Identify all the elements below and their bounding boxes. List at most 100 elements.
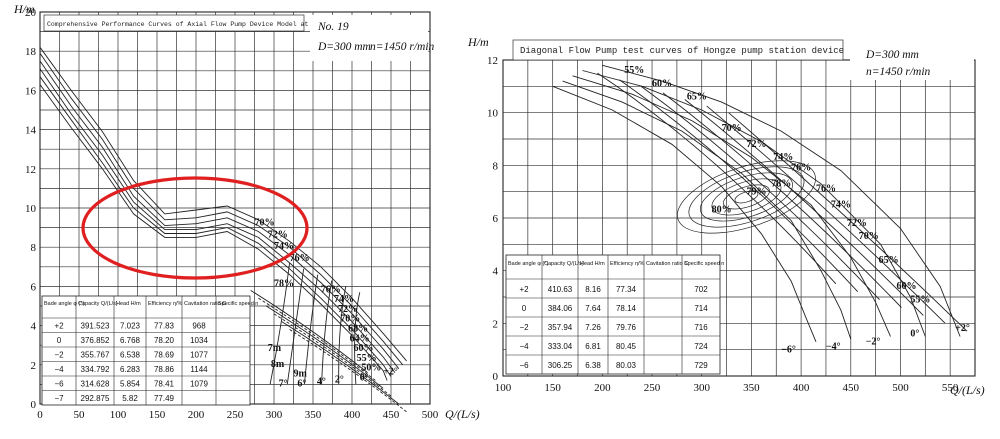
right-table-header: Bade angle φ (°) (508, 261, 548, 267)
left-head-label: 7m (268, 343, 282, 354)
left-table-cell: −2 (54, 351, 64, 360)
right-angle-label: −2° (866, 336, 881, 347)
left-y-tick-label: 8 (31, 242, 37, 254)
left-efficiency-label: 72% (268, 229, 288, 240)
left-efficiency-label: 55% (357, 353, 377, 364)
right-y-axis-label: H/m (467, 35, 489, 49)
left-angle-label: 2° (335, 374, 344, 385)
left-x-tick-label: 450 (383, 409, 400, 421)
right-series-1-line (582, 70, 926, 337)
right-table-cell: 306.25 (548, 361, 573, 370)
right-angle-label: +2° (955, 323, 970, 334)
left-table-cell: 968 (192, 322, 206, 331)
right-table-cell: −2 (519, 323, 529, 332)
left-angle-curve (354, 292, 361, 385)
right-series-2-line (572, 75, 891, 337)
right-x-tick-label: 250 (644, 382, 661, 394)
right-x-tick-label: 500 (892, 382, 909, 394)
left-lower-curve (250, 289, 368, 373)
left-efficiency-label: 76% (290, 253, 310, 264)
right-efficiency-label: 70% (859, 231, 879, 242)
left-y-tick-label: 16 (25, 85, 37, 97)
left-efficiency-label: 70% (255, 218, 275, 229)
left-table-header: Bade angle φ (°) (44, 301, 84, 307)
right-efficiency-label: 74% (773, 152, 793, 163)
left-table-header: Head H/m (116, 301, 141, 307)
left-head-label: 8m (271, 359, 285, 370)
right-efficiency-contours (597, 72, 968, 332)
right-efficiency-label: 65% (879, 255, 899, 266)
left-y-axis-label: H/m (13, 2, 35, 16)
left-table-header: Cavitation ratio C (184, 301, 226, 307)
left-table-cell: 6.768 (120, 336, 141, 345)
left-lower-curve (265, 305, 384, 389)
left-x-tick-label: 0 (37, 409, 43, 421)
right-x-tick-label: 150 (544, 382, 561, 394)
left-efficiency-label: 72% (338, 304, 358, 315)
left-x-tick-label: 400 (344, 409, 361, 421)
right-y-tick-label: 12 (487, 55, 498, 67)
left-efficiency-label: 76% (321, 284, 341, 295)
left-y-tick-label: 2 (31, 360, 37, 372)
left-angle-curve (321, 280, 333, 385)
left-angle-label: +2° (383, 367, 398, 378)
right-contour-curve (706, 105, 946, 324)
right-efficiency-label: 80% (712, 205, 732, 216)
right-table-cell: 729 (694, 361, 708, 370)
left-table-cell: 78.41 (154, 380, 175, 389)
left-y-tick-label: 10 (25, 203, 37, 215)
left-angle-curve (269, 262, 291, 385)
right-y-tick-label: 4 (493, 266, 499, 278)
left-x-tick-label: 250 (227, 409, 244, 421)
left-efficiency-labels: 70%72%74%76%78%76%74%72%70%68%64%60%55%5… (255, 218, 382, 374)
right-x-tick-label: 400 (793, 382, 810, 394)
left-chart-title: Comprehensive Performance Curves of Axia… (47, 21, 398, 28)
right-table-cell: 333.04 (548, 342, 573, 351)
left-x-tick-label: 500 (422, 409, 439, 421)
right-angle-label: −6° (781, 344, 796, 355)
left-angle-label: 6° (297, 378, 306, 389)
left-x-axis-label: Q/(L/s) (445, 407, 480, 421)
left-info-box (310, 15, 428, 61)
left-table-cell: −6 (54, 380, 64, 389)
right-angle-labels: −6° −4° −2° 0° +2° (781, 323, 970, 355)
left-y-ticks: 0 2 4 6 8 10 12 14 16 18 20 (25, 7, 37, 411)
left-table-cell: 1079 (190, 380, 208, 389)
right-contour-ellipse (677, 160, 816, 234)
left-table-cell: 391.523 (81, 322, 110, 331)
right-chart: 100 150 200 250 300 350 400 450 500 550 0 2 4 6 8 10 12… (467, 35, 985, 397)
left-table-cell: 78.69 (154, 351, 175, 360)
left-title-box (43, 14, 305, 32)
right-efficiency-labels: 55%60%65%70%72%74%76%78%79%80%76%74%72%7… (624, 65, 930, 305)
left-efficiency-label: 74% (274, 241, 294, 252)
right-table-cell: 7.64 (585, 304, 601, 313)
left-table-cell: 376.852 (81, 336, 110, 345)
right-x-ticks: 100 150 200 250 300 350 400 450 500 550 (495, 382, 959, 394)
right-efficiency-label: 76% (816, 184, 836, 195)
right-table-cell: 714 (694, 304, 708, 313)
left-y-tick-label: 4 (31, 321, 37, 333)
left-table-cell: 6.538 (120, 351, 141, 360)
left-table-cell: −4 (54, 365, 64, 374)
left-figure-no: No. 19 (317, 21, 349, 33)
right-y-tick-label: 0 (493, 371, 499, 383)
left-series-4-line (39, 76, 392, 377)
right-table-cell: 80.03 (616, 361, 637, 370)
left-table-cell: 0 (57, 336, 62, 345)
right-x-tick-label: 350 (743, 382, 760, 394)
right-x-tick-label: 450 (843, 382, 860, 394)
right-contour-ellipse (700, 172, 793, 222)
left-x-tick-label: 300 (266, 409, 283, 421)
left-table-cell: −7 (54, 394, 64, 403)
right-series-0-line (602, 64, 961, 337)
left-series-1-line (39, 52, 404, 366)
left-table-cell: 1034 (190, 336, 208, 345)
left-x-tick-label: 100 (110, 409, 127, 421)
right-contour-ellipse (734, 190, 759, 204)
left-y-tick-label: 14 (25, 125, 37, 137)
right-efficiency-label: 55% (910, 294, 930, 305)
left-table: Bade angle φ (°)Capacity Q/(L/s)Head H/m… (41, 295, 258, 406)
right-table-header: Efficiency η/% (610, 261, 645, 267)
right-efficiency-label: 78% (771, 178, 791, 189)
